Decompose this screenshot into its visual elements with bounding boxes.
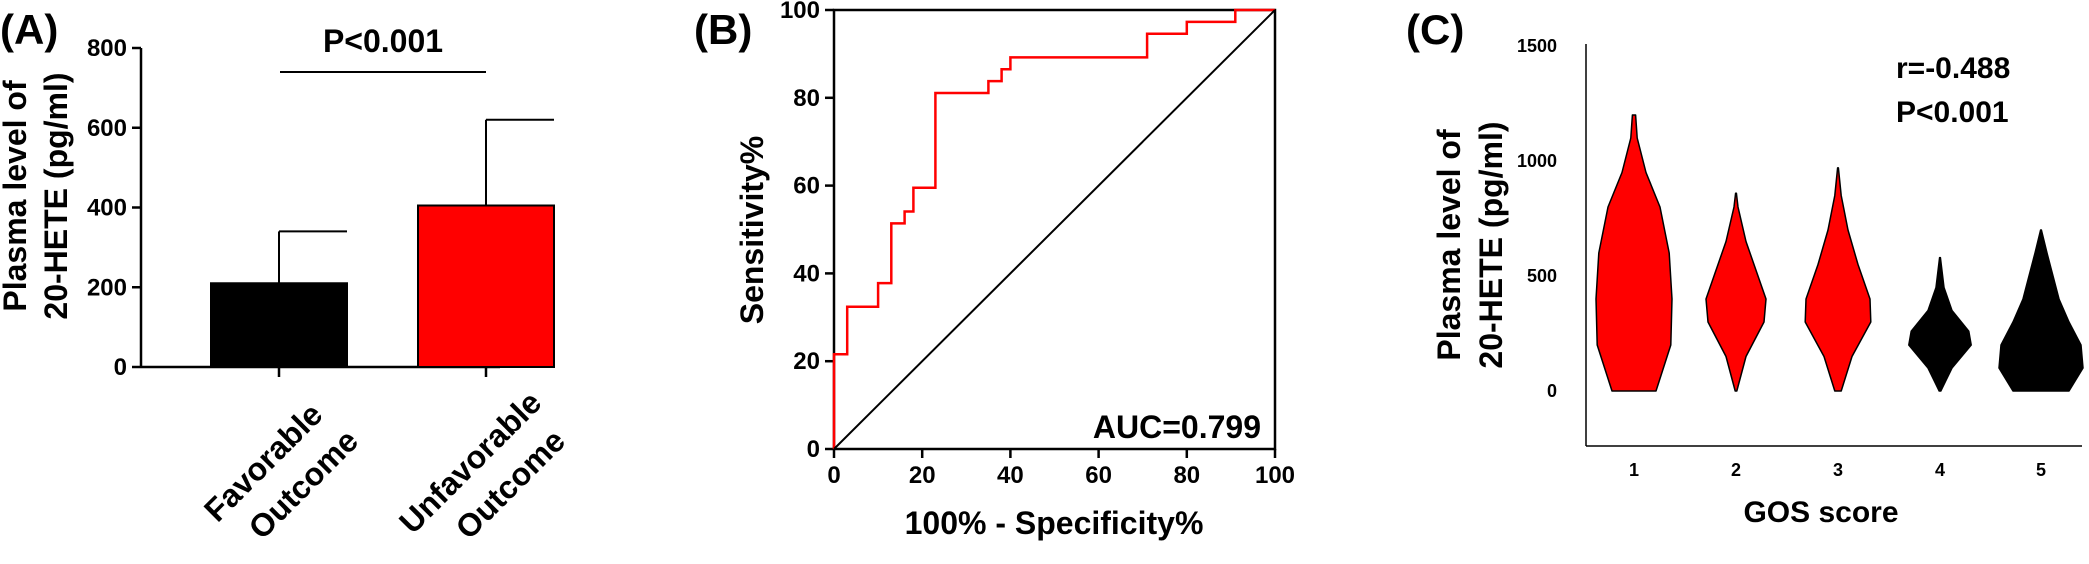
panel-a-y-tick-label: 600 [87,115,127,142]
panel-b-auc: AUC=0.799 [1093,409,1261,445]
panel-c-violin [1595,114,1673,392]
panel-c-violin [1908,256,1972,392]
panel-b-x-tick-label: 80 [1173,462,1200,489]
panel-c-x-tick-label: 2 [1731,460,1741,480]
panel-c-x-tick-label: 4 [1935,460,1945,480]
panel-c-r-value: r=-0.488 [1896,52,2010,85]
panel-a-y-tick-label: 400 [87,195,127,222]
panel-a-bar [417,204,555,368]
panel-c: (C) Plasma level of 20-HETE (pg/ml) GOS … [1406,6,2084,529]
panel-a-y-tick-label: 200 [87,274,127,301]
panel-c-violins [1595,114,2084,392]
panel-b-x-tick-label: 20 [909,462,936,489]
panel-a-y-tick-label: 800 [87,35,127,62]
panel-b-lines [832,8,1276,450]
panel-a-p-value: P<0.001 [323,23,443,59]
panel-b-plot-frame [832,8,1277,451]
panel-c-y-axis-title-line2: 20-HETE (pg/ml) [1473,121,1509,368]
panel-a-label: (A) [0,6,58,53]
panel-c-axes: 0 500 1000 1500 1 2 3 4 5 [1517,36,2082,480]
panel-b-y-axis-title: Sensitivity% [734,136,770,325]
panel-c-y-tick-label: 1500 [1517,36,1557,56]
panel-b-y-tick-label: 80 [793,85,820,112]
panel-a-significance: P<0.001 [280,23,486,73]
panel-b-y-tick-label: 20 [793,348,820,375]
panel-c-violin [1998,229,2084,392]
panel-c-violin [1804,167,1872,392]
panel-c-y-axis-title: Plasma level of 20-HETE (pg/ml) [1431,121,1509,368]
panel-c-y-tick-label: 500 [1527,266,1557,286]
panel-a-y-axis-title-line1: Plasma level of [0,80,33,312]
panel-b-y-tick-label: 100 [780,0,820,24]
panel-c-y-tick-label: 1000 [1517,151,1557,171]
panel-b-y-tick-label: 40 [793,260,820,287]
panel-b-y-tick-label: 60 [793,173,820,200]
panel-c-x-tick-label: 1 [1629,460,1639,480]
panel-b-axes: 0 20 40 60 80 100 0 20 40 60 80 100 [780,0,1295,489]
panel-c-violin [1705,192,1767,392]
panel-a-y-tick-label: 0 [114,354,127,381]
panel-b-y-tick-label: 0 [807,436,820,463]
panel-a: (A) Plasma level of 20-HETE (pg/ml) 0 200… [0,6,572,546]
panel-b-x-tick-label: 40 [997,462,1024,489]
panel-a-bars [210,118,555,369]
panel-c-p-value: P<0.001 [1896,96,2009,129]
panel-c-x-tick-label: 5 [2036,460,2046,480]
panel-b-x-tick-label: 60 [1085,462,1112,489]
panel-b-roc-curve [832,8,1275,449]
panel-b-x-tick-label: 0 [827,462,840,489]
panel-c-x-tick-label: 3 [1833,460,1843,480]
panel-b: (B) Sensitivity% 100% - Specificity% 0 20… [694,0,1295,541]
panel-c-y-tick-label: 0 [1547,381,1557,401]
panel-b-x-tick-label: 100 [1255,462,1295,489]
panel-b-label: (B) [694,6,752,53]
panel-b-x-axis-title: 100% - Specificity% [905,505,1204,541]
panel-a-y-axis-title-line2: 20-HETE (pg/ml) [38,72,74,319]
panel-a-y-axis-title: Plasma level of 20-HETE (pg/ml) [0,72,74,319]
panel-c-y-axis-title-line1: Plasma level of [1431,129,1467,361]
panel-c-label: (C) [1406,6,1464,53]
panel-a-bar [210,282,348,369]
panel-b-reference-line [833,9,1276,450]
panel-c-x-axis-title: GOS score [1743,496,1898,529]
